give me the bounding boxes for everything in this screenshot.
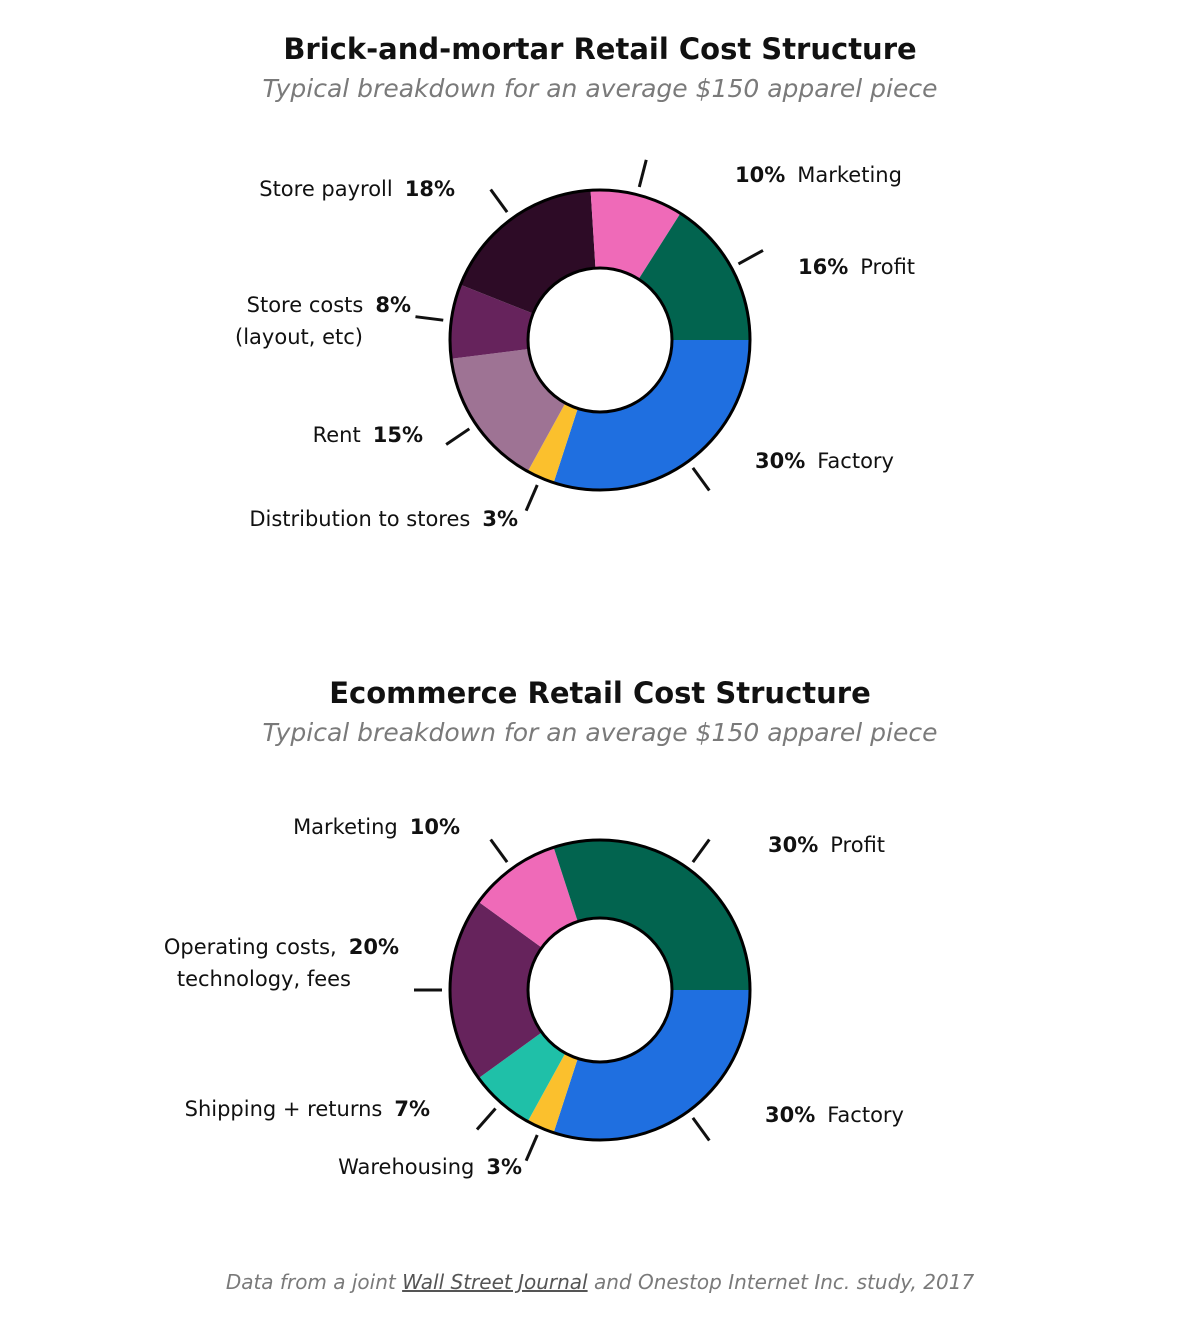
slice-rent (451, 349, 566, 472)
label-profit: 16% Profit (798, 255, 915, 279)
pct-rent: 15% (373, 423, 423, 447)
chart-1-donut: 30% Factory Distribution to stores 3% Rent 15… (235, 159, 915, 531)
slice-shipping-returns (478, 1032, 566, 1122)
pct-profit: 30% (768, 833, 818, 857)
leader-line-warehousing (524, 1134, 539, 1162)
name-warehousing: Warehousing (338, 1155, 474, 1179)
name-factory: Factory (817, 449, 894, 473)
chart-1-title: Brick-and-mortar Retail Cost Structure (283, 32, 917, 66)
pct-store-payroll: 18% (405, 177, 455, 201)
label-marketing: Marketing 10% (293, 815, 460, 839)
donut-hole (526, 266, 674, 414)
slice-distribution-to-stores (527, 403, 578, 483)
label-distribution-to-stores: Distribution to stores 3% (249, 507, 518, 531)
pct-distribution-to-stores: 3% (482, 507, 518, 531)
name-profit: Profit (830, 833, 885, 857)
name-distribution-to-stores: Distribution to stores (249, 507, 470, 531)
name-shipping-returns: Shipping + returns (185, 1097, 383, 1121)
donut-outer-ring (448, 188, 752, 492)
name-store-payroll: Store payroll (259, 177, 393, 201)
donut-outer-ring (448, 838, 752, 1142)
name-marketing: Marketing (293, 815, 398, 839)
slice-factory (553, 340, 750, 490)
slice-store-payroll (460, 190, 596, 314)
donut-hole (526, 916, 674, 1064)
chart-1-subtitle: Typical breakdown for an average $150 ap… (262, 74, 938, 103)
label-rent: Rent 15% (313, 423, 423, 447)
slice-store-costs (450, 284, 534, 359)
label-profit: 30% Profit (768, 833, 885, 857)
pct-profit: 16% (798, 255, 848, 279)
pct-store-costs: 8% (375, 293, 411, 317)
source-link[interactable]: Wall Street Journal (402, 1270, 588, 1294)
label-marketing: 10% Marketing (735, 163, 902, 187)
leader-line-store-costs (415, 315, 444, 322)
name-rent: Rent (313, 423, 361, 447)
label-shipping-returns: Shipping + returns 7% (185, 1097, 430, 1121)
pct-factory: 30% (755, 449, 805, 473)
slice-factory (553, 990, 750, 1140)
chart-2-subtitle: Typical breakdown for an average $150 ap… (262, 718, 938, 747)
leader-line-marketing (637, 159, 648, 188)
leader-line-shipping-returns (475, 1107, 497, 1131)
name-factory: Factory (827, 1103, 904, 1127)
chart-2-donut: 30% Factory Warehousing 3% Shipping + return… (164, 815, 904, 1179)
label-factory: 30% Factory (765, 1103, 904, 1127)
leader-line-factory (691, 1116, 711, 1142)
leader-line-store-payroll (489, 188, 509, 214)
leader-line-profit (737, 249, 764, 266)
label-store-payroll: Store payroll 18% (259, 177, 455, 201)
slice-profit (553, 840, 750, 990)
pct-shipping-returns: 7% (394, 1097, 430, 1121)
label-store-costs: Store costs 8% (247, 293, 411, 317)
name-operating-costs: Operating costs, (164, 935, 337, 959)
pct-marketing: 10% (410, 815, 460, 839)
pct-operating-costs: 20% (349, 935, 399, 959)
name-store-costs: Store costs (247, 293, 364, 317)
label-operating-costs: Operating costs, 20% (164, 935, 399, 959)
label-line2-store-costs: (layout, etc) (235, 325, 363, 349)
pct-marketing: 10% (735, 163, 785, 187)
chart-2-title: Ecommerce Retail Cost Structure (329, 676, 871, 710)
name-marketing: Marketing (797, 163, 902, 187)
slice-warehousing (527, 1053, 578, 1133)
source-prefix: Data from a joint (225, 1270, 403, 1294)
label-factory: 30% Factory (755, 449, 894, 473)
pct-factory: 30% (765, 1103, 815, 1127)
source-suffix: and Onestop Internet Inc. study, 2017 (587, 1270, 975, 1294)
label-warehousing: Warehousing 3% (338, 1155, 522, 1179)
leader-line-profit (691, 838, 711, 864)
source-note: Data from a joint Wall Street Journal an… (0, 1270, 1200, 1294)
label-line2-operating-costs: technology, fees (177, 967, 351, 991)
pct-warehousing: 3% (486, 1155, 522, 1179)
leader-line-marketing (489, 838, 509, 864)
leader-line-rent (445, 427, 471, 446)
name-profit: Profit (860, 255, 915, 279)
slice-profit (638, 213, 750, 340)
leader-line-factory (691, 466, 711, 492)
slice-marketing (478, 847, 578, 948)
slice-operating-costs (450, 901, 542, 1079)
slice-marketing (590, 190, 681, 280)
leader-line-distribution-to-stores (524, 484, 539, 512)
